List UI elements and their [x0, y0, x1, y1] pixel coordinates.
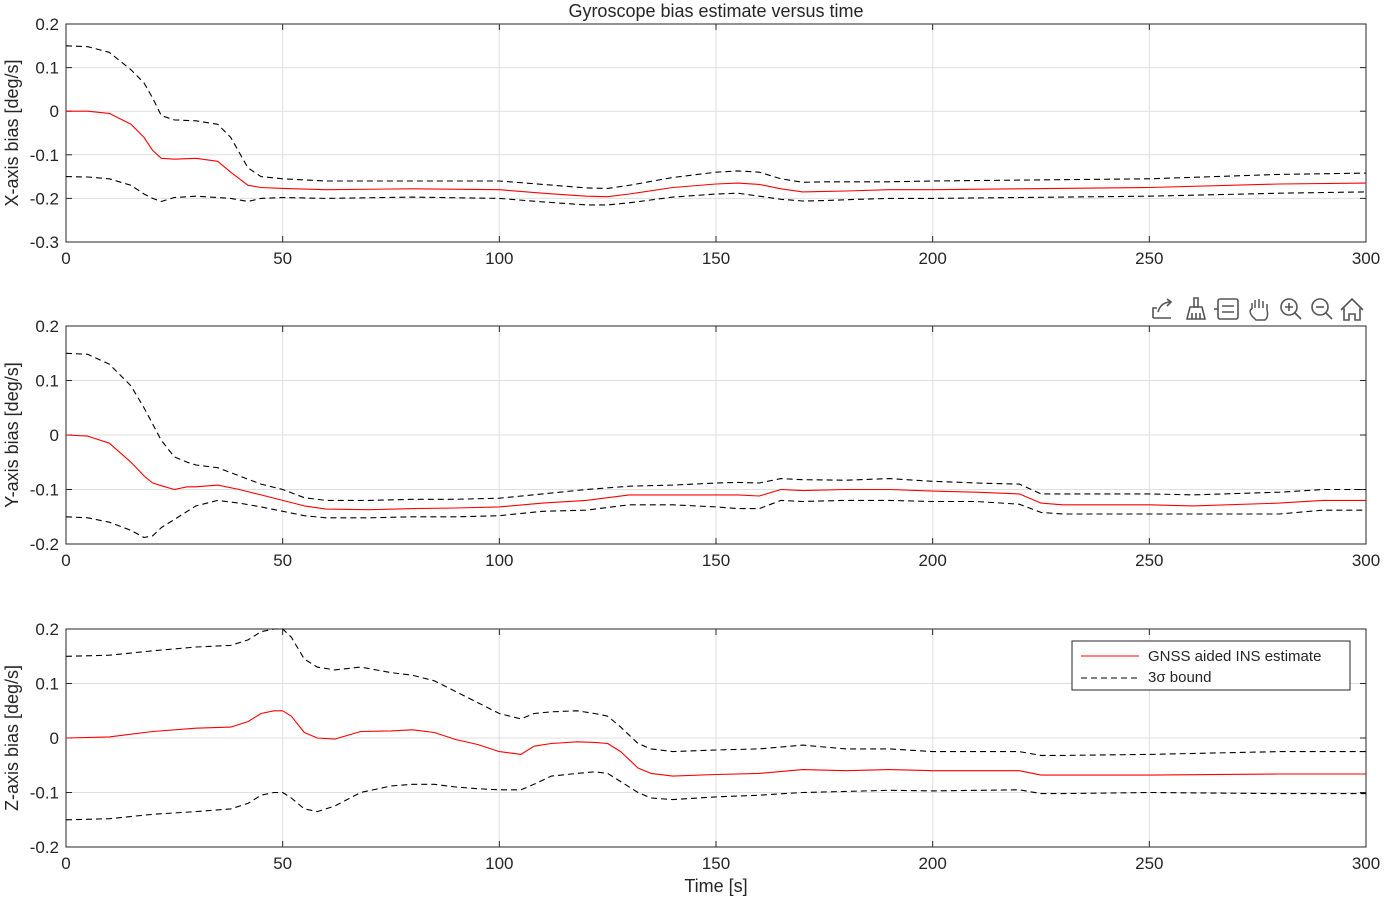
zoom-out-button[interactable]	[1308, 295, 1338, 323]
y-y-tick-label: 0.2	[35, 317, 59, 336]
y-axes: 0 50 100 150 200 250 300 -0.2 -0.1 0 0.1 0.2 Y-axis …	[2, 317, 1380, 570]
zoom-in-icon	[1280, 298, 1302, 320]
x-axis-label: Time [s]	[684, 876, 747, 896]
legend[interactable]: GNSS aided INS estimate 3σ bound	[1071, 640, 1351, 691]
export-icon	[1152, 298, 1173, 319]
z-y-tick-label: 0.1	[35, 675, 59, 694]
datatip-button[interactable]	[1213, 295, 1243, 323]
z-x-tick-label: 250	[1135, 854, 1163, 873]
z-x-tick-label: 0	[61, 854, 70, 873]
y-bound-lower-line	[65, 499, 1366, 539]
brush-button[interactable]	[1181, 295, 1211, 323]
x-x-tick-label: 100	[485, 249, 513, 268]
y-bound-upper-line	[65, 352, 1366, 501]
y-x-tick-label: 100	[485, 551, 513, 570]
axes-toolbar	[1148, 295, 1366, 323]
x-y-tick-label: 0.1	[35, 59, 59, 78]
y-x-tick-label: 150	[702, 551, 730, 570]
z-y-axis-label: Z-axis bias [deg/s]	[2, 665, 22, 811]
y-x-tick-label: 250	[1135, 551, 1163, 570]
x-y-tick-label: -0.3	[30, 233, 59, 252]
x-y-axis-label: X-axis bias [deg/s]	[2, 59, 22, 206]
x-x-tick-label: 50	[273, 249, 292, 268]
x-axes: 0 50 100 150 200 250 300 -0.3 -0.2 -0.1 0 0.1 0.2 X-a…	[2, 15, 1380, 268]
y-estimate-line	[65, 434, 1366, 511]
home-icon	[1340, 297, 1364, 321]
z-x-tick-label: 200	[918, 854, 946, 873]
z-x-tick-label: 50	[273, 854, 292, 873]
y-y-tick-label: -0.1	[30, 481, 59, 500]
z-bound-upper-line	[65, 628, 1366, 756]
export-button[interactable]	[1148, 295, 1178, 323]
pan-button[interactable]	[1245, 295, 1275, 323]
x-bound-lower-line	[65, 176, 1367, 206]
z-estimate-line	[65, 710, 1366, 777]
x-estimate-line	[66, 110, 1367, 198]
y-x-tick-label: 0	[61, 551, 70, 570]
y-x-tick-label: 50	[273, 551, 292, 570]
legend-bound-label: 3σ bound	[1148, 669, 1211, 686]
datatip-icon	[1214, 298, 1239, 320]
x-bound-upper-line	[65, 45, 1367, 189]
legend-box	[1071, 640, 1351, 691]
z-y-tick-label: 0	[50, 729, 59, 748]
pan-hand-icon	[1249, 299, 1269, 321]
x-y-tick-label: -0.1	[30, 146, 59, 165]
home-button[interactable]	[1338, 295, 1366, 323]
z-x-tick-label: 300	[1352, 854, 1380, 873]
y-y-tick-label: 0	[50, 426, 59, 445]
x-y-tick-label: 0	[50, 102, 59, 121]
x-x-tick-label: 150	[702, 249, 730, 268]
x-x-tick-label: 0	[61, 249, 70, 268]
y-x-tick-label: 300	[1352, 551, 1380, 570]
x-y-tick-label: 0.2	[35, 15, 59, 34]
chart-title: Gyroscope bias estimate versus time	[568, 1, 863, 21]
z-bound-lower-line	[65, 771, 1366, 821]
axes-layer: 0 50 100 150 200 250 300 -0.3 -0.2 -0.1 0 0.1 0.2 X-a…	[2, 15, 1380, 873]
x-x-tick-label: 300	[1352, 249, 1380, 268]
brush-icon	[1185, 297, 1207, 320]
y-x-tick-label: 200	[918, 551, 946, 570]
z-y-tick-label: -0.2	[30, 838, 59, 857]
y-y-axis-label: Y-axis bias [deg/s]	[2, 362, 22, 507]
zoom-in-button[interactable]	[1277, 295, 1307, 323]
legend-estimate-label: GNSS aided INS estimate	[1148, 648, 1321, 665]
z-x-tick-label: 100	[485, 854, 513, 873]
z-y-tick-label: 0.2	[35, 620, 59, 639]
y-y-tick-label: 0.1	[35, 372, 59, 391]
x-y-tick-label: -0.2	[30, 189, 59, 208]
x-x-tick-label: 200	[918, 249, 946, 268]
z-x-tick-label: 150	[702, 854, 730, 873]
zoom-out-icon	[1311, 298, 1333, 320]
y-y-tick-label: -0.2	[30, 535, 59, 554]
z-y-tick-label: -0.1	[30, 784, 59, 803]
x-x-tick-label: 250	[1135, 249, 1163, 268]
